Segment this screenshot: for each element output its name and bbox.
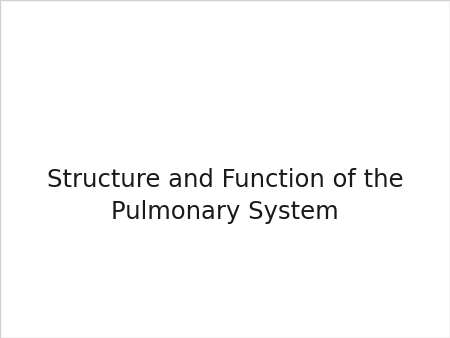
Text: Structure and Function of the
Pulmonary System: Structure and Function of the Pulmonary … xyxy=(47,168,403,224)
